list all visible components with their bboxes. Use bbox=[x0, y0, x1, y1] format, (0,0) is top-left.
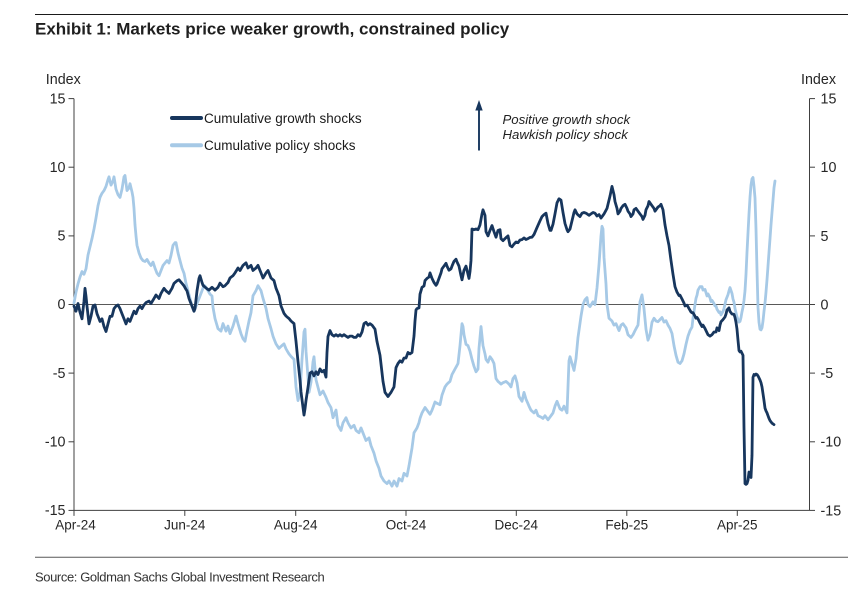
svg-text:Positive growth shock: Positive growth shock bbox=[503, 112, 632, 127]
svg-text:Feb-25: Feb-25 bbox=[605, 517, 648, 532]
svg-text:Index: Index bbox=[801, 72, 836, 88]
svg-text:-5: -5 bbox=[53, 366, 66, 382]
svg-text:0: 0 bbox=[58, 297, 66, 313]
svg-text:-15: -15 bbox=[45, 503, 66, 519]
svg-text:-10: -10 bbox=[45, 435, 66, 451]
svg-text:Index: Index bbox=[46, 72, 81, 88]
svg-text:-15: -15 bbox=[821, 503, 842, 519]
svg-text:5: 5 bbox=[58, 229, 66, 245]
svg-text:Cumulative growth shocks: Cumulative growth shocks bbox=[204, 111, 362, 126]
svg-text:Apr-24: Apr-24 bbox=[55, 517, 96, 532]
svg-text:-5: -5 bbox=[821, 366, 834, 382]
svg-text:Aug-24: Aug-24 bbox=[274, 517, 318, 532]
svg-text:-10: -10 bbox=[821, 435, 842, 451]
svg-text:15: 15 bbox=[821, 92, 837, 108]
svg-text:0: 0 bbox=[821, 297, 829, 313]
svg-text:10: 10 bbox=[50, 160, 66, 176]
svg-text:Oct-24: Oct-24 bbox=[386, 517, 427, 532]
svg-text:5: 5 bbox=[821, 229, 829, 245]
svg-text:15: 15 bbox=[50, 91, 66, 107]
svg-text:Apr-25: Apr-25 bbox=[717, 517, 758, 532]
svg-text:Hawkish policy shock: Hawkish policy shock bbox=[503, 127, 630, 142]
svg-text:10: 10 bbox=[821, 160, 837, 176]
svg-text:Dec-24: Dec-24 bbox=[495, 517, 539, 532]
svg-text:Exhibit 1: Markets price weake: Exhibit 1: Markets price weaker growth, … bbox=[35, 20, 510, 39]
svg-text:Cumulative policy shocks: Cumulative policy shocks bbox=[204, 138, 356, 153]
svg-text:Source: Goldman Sachs Global I: Source: Goldman Sachs Global Investment … bbox=[35, 570, 325, 585]
svg-text:Jun-24: Jun-24 bbox=[164, 517, 206, 532]
